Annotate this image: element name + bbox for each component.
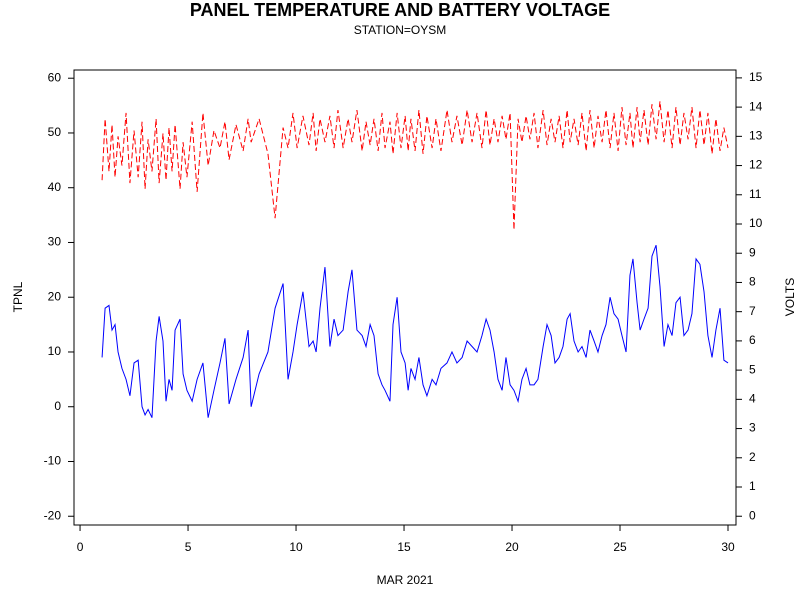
x-tick-label: 20 bbox=[505, 540, 519, 554]
x-tick-label: 15 bbox=[397, 540, 411, 554]
y2-tick-label: 3 bbox=[749, 421, 756, 435]
y2-tick-label: 2 bbox=[749, 450, 756, 464]
y2-tick-label: 15 bbox=[749, 70, 763, 84]
x-tick-label: 30 bbox=[721, 540, 735, 554]
x-tick-label: 25 bbox=[613, 540, 627, 554]
y2-tick-label: 5 bbox=[749, 362, 756, 376]
x-tick-label: 5 bbox=[185, 540, 192, 554]
y2-tick-label: 6 bbox=[749, 333, 756, 347]
y2-tick-label: 13 bbox=[749, 129, 763, 143]
y-tick-label: 0 bbox=[54, 399, 61, 413]
y2-tick-label: 1 bbox=[749, 479, 756, 493]
y2-tick-label: 8 bbox=[749, 275, 756, 289]
y-tick-label: 40 bbox=[48, 180, 62, 194]
y-axis-label: TPNL bbox=[11, 281, 25, 312]
y2-tick-label: 4 bbox=[749, 392, 756, 406]
chart-subtitle: STATION=OYSM bbox=[354, 23, 447, 37]
y2-axis-label: VOLTS bbox=[783, 278, 797, 316]
y2-tick-label: 0 bbox=[749, 508, 756, 522]
y-tick-label: 20 bbox=[48, 289, 62, 303]
x-tick-label: 10 bbox=[289, 540, 303, 554]
y-tick-label: 60 bbox=[48, 70, 62, 84]
y2-tick-label: 7 bbox=[749, 304, 756, 318]
y-tick-label: -10 bbox=[44, 454, 62, 468]
y2-tick-label: 11 bbox=[749, 187, 762, 201]
chart-title: PANEL TEMPERATURE AND BATTERY VOLTAGE bbox=[190, 0, 610, 20]
series-line bbox=[101, 101, 729, 230]
y2-tick-label: 10 bbox=[749, 216, 763, 230]
y2-tick-label: 14 bbox=[749, 99, 763, 113]
series-line bbox=[101, 245, 729, 418]
y2-tick-label: 12 bbox=[749, 158, 763, 172]
y-tick-label: 50 bbox=[48, 125, 62, 139]
y2-tick-label: 9 bbox=[749, 245, 756, 259]
x-tick-label: 0 bbox=[77, 540, 84, 554]
y-tick-label: 30 bbox=[48, 235, 62, 249]
y-tick-label: 10 bbox=[48, 344, 62, 358]
y-tick-label: -20 bbox=[44, 508, 62, 522]
x-axis-label: MAR 2021 bbox=[377, 573, 434, 587]
